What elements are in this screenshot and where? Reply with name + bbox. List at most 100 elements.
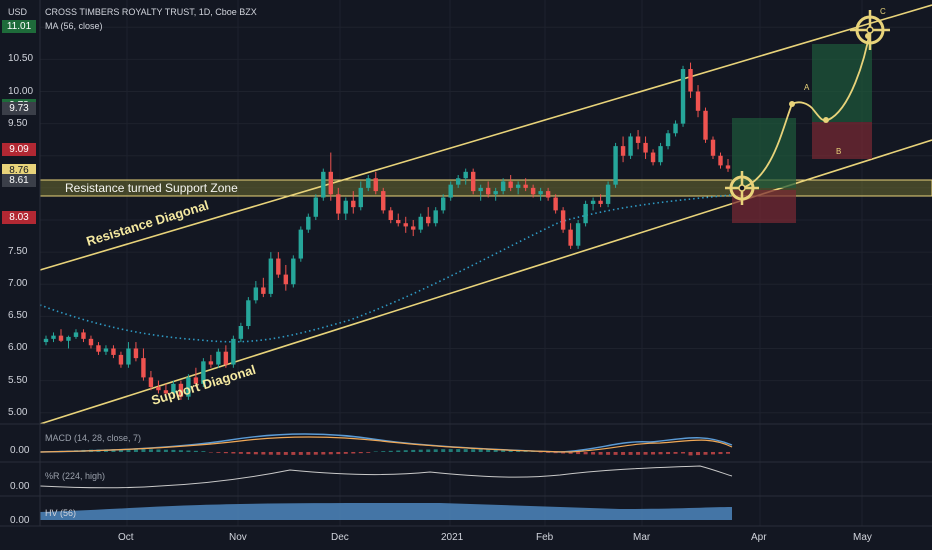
candle-body[interactable]	[441, 197, 446, 211]
candle-body[interactable]	[433, 210, 438, 224]
candle-body[interactable]	[186, 377, 191, 397]
candle-body[interactable]	[351, 200, 356, 208]
candle-body[interactable]	[238, 326, 244, 339]
candle-body[interactable]	[43, 338, 49, 343]
candle-body[interactable]	[103, 348, 109, 352]
candle-body[interactable]	[126, 348, 131, 365]
macd-indicator-label[interactable]: MACD (14, 28, close, 7)	[45, 433, 142, 443]
candle-body[interactable]	[148, 377, 154, 388]
candle-body[interactable]	[171, 383, 176, 394]
candle-body[interactable]	[246, 300, 251, 326]
candle-body[interactable]	[73, 332, 79, 337]
candle-body[interactable]	[88, 338, 94, 346]
candle-body[interactable]	[478, 187, 483, 192]
symbol-title[interactable]: CROSS TIMBERS ROYALTY TRUST, 1D, Cboe BZ…	[45, 7, 257, 17]
candle-body[interactable]	[575, 223, 581, 246]
candle-body[interactable]	[725, 165, 731, 169]
candle-body[interactable]	[605, 184, 611, 204]
candle-body[interactable]	[388, 210, 393, 220]
candle-body[interactable]	[628, 136, 633, 156]
candle-body[interactable]	[718, 155, 723, 166]
candle-body[interactable]	[343, 200, 348, 214]
candle-body[interactable]	[261, 287, 266, 294]
candle-body[interactable]	[695, 91, 701, 111]
candle-body[interactable]	[568, 229, 573, 246]
candle-body[interactable]	[485, 187, 491, 195]
candle-body[interactable]	[141, 358, 146, 378]
candle-body[interactable]	[51, 335, 56, 339]
candle-body[interactable]	[156, 387, 161, 391]
candle-body[interactable]	[411, 226, 416, 230]
candle-body[interactable]	[583, 203, 588, 224]
candle-body[interactable]	[673, 123, 678, 134]
candle-body[interactable]	[298, 229, 304, 259]
candle-body[interactable]	[448, 184, 453, 198]
candle-body[interactable]	[508, 181, 513, 188]
candle-body[interactable]	[66, 336, 71, 341]
resistance-diagonal-line[interactable]	[39, 4, 932, 271]
candle-body[interactable]	[545, 191, 551, 198]
candle-body[interactable]	[223, 351, 229, 365]
candle-body[interactable]	[680, 69, 686, 124]
candle-body[interactable]	[500, 181, 506, 192]
candle-body[interactable]	[523, 184, 528, 188]
candle-body[interactable]	[396, 220, 401, 224]
candle-body[interactable]	[283, 274, 289, 285]
projection-profit-box-2[interactable]	[812, 44, 872, 122]
candle-body[interactable]	[231, 338, 236, 365]
time-axis[interactable]: Oct Nov Dec 2021 Feb Mar Apr May	[0, 527, 932, 550]
candle-body[interactable]	[710, 139, 716, 156]
candle-body[interactable]	[178, 383, 184, 397]
candle-body[interactable]	[515, 184, 521, 188]
candle-body[interactable]	[590, 200, 596, 204]
candle-body[interactable]	[373, 178, 378, 192]
candle-body[interactable]	[553, 197, 558, 211]
candle-body[interactable]	[463, 171, 468, 179]
candle-body[interactable]	[418, 216, 423, 230]
candle-body[interactable]	[358, 187, 363, 208]
candle-body[interactable]	[306, 216, 311, 230]
candle-body[interactable]	[111, 348, 116, 355]
candle-body[interactable]	[268, 258, 274, 294]
candle-body[interactable]	[613, 146, 618, 185]
candle-body[interactable]	[703, 110, 708, 140]
candle-body[interactable]	[253, 287, 259, 301]
candle-body[interactable]	[321, 171, 326, 198]
williams-r-indicator-label[interactable]: %R (224, high)	[45, 471, 106, 481]
candle-body[interactable]	[403, 223, 408, 227]
candle-body[interactable]	[470, 171, 476, 192]
candle-body[interactable]	[81, 332, 86, 339]
candle-body[interactable]	[643, 142, 648, 153]
candle-body[interactable]	[538, 191, 543, 195]
candle-body[interactable]	[530, 187, 536, 195]
candle-body[interactable]	[381, 191, 386, 211]
candle-body[interactable]	[658, 146, 663, 163]
candle-body[interactable]	[201, 361, 206, 384]
candle-body[interactable]	[665, 133, 671, 147]
candle-body[interactable]	[208, 361, 214, 365]
candle-body[interactable]	[426, 216, 431, 224]
candle-body[interactable]	[635, 136, 641, 143]
candle-body[interactable]	[276, 258, 281, 275]
candle-body[interactable]	[328, 171, 333, 195]
candle-body[interactable]	[291, 258, 296, 285]
candle-body[interactable]	[688, 69, 693, 92]
candle-body[interactable]	[96, 345, 101, 352]
candle-body[interactable]	[133, 348, 139, 359]
candle-body[interactable]	[216, 351, 221, 365]
candle-body[interactable]	[455, 178, 461, 185]
candle-body[interactable]	[650, 152, 656, 163]
candle-body[interactable]	[493, 191, 498, 195]
candle-body[interactable]	[336, 194, 341, 214]
candle-body[interactable]	[313, 197, 319, 217]
candle-body[interactable]	[58, 335, 64, 341]
candle-body[interactable]	[193, 377, 199, 384]
candle-body[interactable]	[118, 354, 124, 365]
candle-body[interactable]	[163, 390, 169, 394]
candle-body[interactable]	[560, 210, 566, 230]
candle-body[interactable]	[366, 178, 371, 188]
price-axis[interactable]: 10.50 10.00 9.50 7.50 7.00 6.50 6.00 5.50 5.00 11…	[0, 0, 40, 424]
projection-loss-box-2[interactable]	[812, 122, 872, 159]
hv-indicator-label[interactable]: HV (56)	[45, 508, 77, 518]
